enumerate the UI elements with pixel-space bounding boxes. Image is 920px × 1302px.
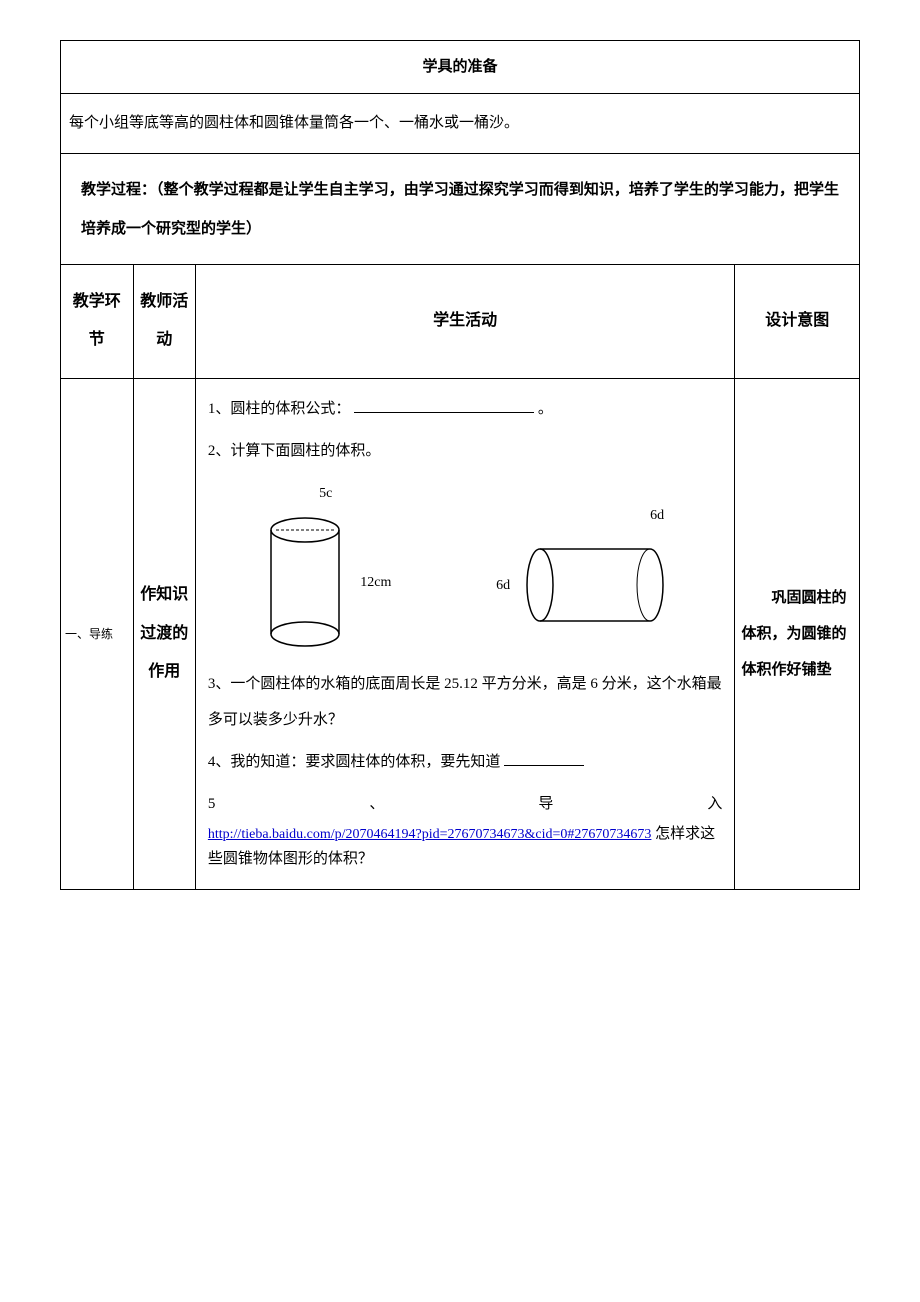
q1-prefix: 1、圆柱的体积公式： [208,401,351,417]
student-activity-cell: 1、圆柱的体积公式： 。 2、计算下面圆柱的体积。 5c [195,378,735,889]
col-student: 学生活动 [195,265,735,379]
q5-p2: 导 [538,786,553,822]
cyl2-width: 6d [650,499,664,533]
prep-title: 学具的准备 [61,41,860,94]
cylinder-2: 6d 6d [496,499,670,631]
q5-spread: 5 、 导 入 [208,786,723,822]
q5-p3: 入 [707,786,722,822]
q5-link[interactable]: http://tieba.baidu.com/p/2070464194?pid=… [208,827,652,842]
materials-text: 每个小组等底等高的圆柱体和圆锥体量筒各一个、一桶水或一桶沙。 [61,94,860,154]
q4: 4、我的知道：要求圆柱体的体积，要先知道 [208,744,723,780]
cylinder-2-svg [520,540,670,630]
intent-cell: 巩固圆柱的体积，为圆锥的体积作好铺垫 [735,378,860,889]
q1-blank [354,397,534,413]
lesson-table: 学具的准备 每个小组等底等高的圆柱体和圆锥体量筒各一个、一桶水或一桶沙。 教学过… [60,40,860,890]
teacher-cell: 作知识过渡的作用 [133,378,195,889]
lesson-row-1: 一、导练 作知识过渡的作用 1、圆柱的体积公式： 。 2、计算下面圆柱的体积。 … [61,378,860,889]
q4-prefix: 4、我的知道：要求圆柱体的体积，要先知道 [208,754,501,770]
column-headers-row: 教学环节 教师活动 学生活动 设计意图 [61,265,860,379]
cylinder-1: 5c 12cm [260,477,391,653]
q4-blank [504,750,584,766]
cyl2-height: 6d [496,569,510,603]
q1-suffix: 。 [538,401,553,417]
q5-p0: 5 [208,786,216,822]
teacher-text: 作知识过渡的作用 [140,586,188,680]
page-container: 学具的准备 每个小组等底等高的圆柱体和圆锥体量筒各一个、一桶水或一桶沙。 教学过… [60,40,860,890]
cyl1-height: 12cm [360,566,391,600]
materials-row: 每个小组等底等高的圆柱体和圆锥体量筒各一个、一桶水或一桶沙。 [61,94,860,154]
q2: 2、计算下面圆柱的体积。 [208,433,723,469]
col-teacher: 教师活动 [133,265,195,379]
cylinder-1-svg [260,512,350,652]
q3: 3、一个圆柱体的水箱的底面周长是 25.12 平方分米，高是 6 分米，这个水箱… [208,666,723,738]
q1: 1、圆柱的体积公式： 。 [208,391,723,427]
stage-cell: 一、导练 [61,378,134,889]
intent-text: 巩固圆柱的体积，为圆锥的体积作好铺垫 [741,580,853,688]
q5-link-line: http://tieba.baidu.com/p/2070464194?pid=… [208,822,723,870]
section-prep-title-row: 学具的准备 [61,41,860,94]
process-header-row: 教学过程：（整个教学过程都是让学生自主学习，由学习通过探究学习而得到知识，培养了… [61,154,860,265]
diagram-row: 5c 12cm 6d 6d [208,477,723,653]
process-header: 教学过程：（整个教学过程都是让学生自主学习，由学习通过探究学习而得到知识，培养了… [61,154,860,265]
q5-p1: 、 [369,786,384,822]
cyl1-diameter: 5c [319,477,332,511]
col-intent: 设计意图 [735,265,860,379]
col-stage: 教学环节 [61,265,134,379]
